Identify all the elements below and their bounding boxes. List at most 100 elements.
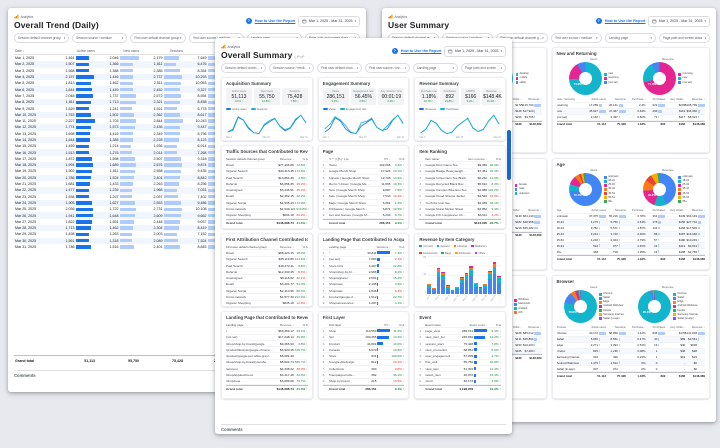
column-header[interactable]: Browser <box>556 325 567 329</box>
legend-item[interactable]: Safari (in-app) <box>673 317 698 321</box>
table-row[interactable]: 5./store 931 100.0% ↑ <box>322 353 405 360</box>
column-header[interactable]: PV ↓ <box>384 322 391 327</box>
table-row[interactable]: Referral $12,230.45 8.4% ↓ <box>226 269 308 276</box>
filter-chip[interactable]: First user default channel group▾ <box>130 33 186 43</box>
table-row[interactable]: 9./shop-by-brand 215 13.9% ↓ <box>322 379 405 385</box>
column-header[interactable]: Revenue ↓ <box>279 244 294 249</box>
stacked-bar[interactable] <box>427 283 431 294</box>
stacked-bar[interactable] <box>483 283 488 294</box>
column-header[interactable]: Date ↑ <box>15 48 25 53</box>
legend-item[interactable]: Revenue <box>419 108 436 111</box>
table-row[interactable]: 1. Home 102,268 3.2% ↑ <box>322 162 405 169</box>
stacked-bar[interactable] <box>455 286 460 294</box>
column-header[interactable]: % Δ <box>399 156 405 161</box>
table-row[interactable]: 9.Fun and Games | Google Merch Shop5,230… <box>322 213 405 219</box>
table-row[interactable]: 2. view_item_list 245,040 14.2% ↑ <box>419 335 501 341</box>
legend-item[interactable]: Samsung Internet <box>673 313 698 317</box>
table-row[interactable]: Cross-network $1,577.30 212.4% ↑ <box>226 294 308 301</box>
column-header[interactable]: Revenue ↓ <box>691 208 705 212</box>
column-header[interactable]: Avg. Order... <box>670 325 686 329</box>
donut-chart[interactable]: 43.2% <box>642 173 676 206</box>
help-icon[interactable]: ? <box>391 48 398 55</box>
table-row[interactable]: Direct $77,496.86 12.6% ↑ <box>226 162 308 169</box>
table-row[interactable]: Firefox 845 1,236 0.08% 1 $38 $38 <box>556 348 705 355</box>
legend-item[interactable]: Engagement rate <box>339 108 366 111</box>
stacked-bar[interactable] <box>436 267 441 294</box>
filter-chip[interactable]: First user default channel group▾ <box>317 63 362 73</box>
table-row[interactable]: 8. Drinkware | Google Merch Shop 5,871 10.5… <box>322 206 405 213</box>
stacked-bar[interactable] <box>497 275 502 294</box>
column-header[interactable]: Landing page <box>226 322 244 327</box>
legend-item[interactable]: Accessories <box>419 252 437 255</box>
legend-item[interactable]: female <box>514 183 529 187</box>
table-row[interactable]: 6. Google Cloud Sherpa Jacket $4,540 15.6% … <box>419 194 501 201</box>
table-row[interactable]: 2. Google Merch Shop 17,924 14.1% ↑ <box>322 169 405 175</box>
table-row[interactable]: 7. Bags | Google Merch Shop 6,081 1.3% ↑ <box>322 200 405 207</box>
column-header[interactable]: New users <box>97 49 141 53</box>
table-row[interactable]: Paid Search $18,472.11 9.6% ↑ <box>226 263 308 270</box>
how-to-use-link[interactable]: How to Use the Report <box>254 19 296 24</box>
column-header[interactable]: Revenue ↓ <box>691 97 705 101</box>
legend-item[interactable]: Edge <box>673 300 698 304</box>
table-row[interactable]: 8./Campaign+Collection 382 36.1% ↑ <box>322 372 405 379</box>
legend-item[interactable]: Views <box>322 108 336 111</box>
filter-chip[interactable]: Session default channel group▾ <box>221 63 266 73</box>
table-row[interactable]: Cross-network $1,649.12 1,013.8% ↑ <box>226 206 309 213</box>
legend-item[interactable]: Office <box>474 252 485 255</box>
legend-item[interactable]: 18-24 <box>678 179 692 183</box>
table-row[interactable]: 9. Google F/C Longsleeve Charcoal $3,611 4.… <box>419 213 501 219</box>
stacked-bar[interactable] <box>441 272 446 294</box>
table-row[interactable]: 45-54 1,246 2,044 2.79% 57 $180 $10,249 <box>556 237 705 244</box>
legend-item[interactable]: 55-64 <box>604 196 618 200</box>
table-row[interactable]: 7./collections 390 9.8% ↓ <box>322 366 405 373</box>
table-row[interactable]: new 45,627 47,467 0.63% 299 $119 $34,066 <box>556 108 705 115</box>
column-header[interactable]: % Δ <box>495 322 501 327</box>
column-header[interactable]: Avg. Order... <box>506 208 522 212</box>
legend-item[interactable]: Edge <box>599 300 624 304</box>
legend-item[interactable]: Firefox <box>673 309 698 313</box>
column-header[interactable]: Revenue ↓ <box>691 325 705 329</box>
stacked-bar[interactable] <box>474 282 478 294</box>
table-row[interactable]: 4. view_promotion 68,861 5.6% ↑ <box>419 347 501 354</box>
table-row[interactable]: Organic Social $2,410.96 88.3% ↑ <box>226 288 308 295</box>
column-header[interactable]: Event name <box>425 322 441 327</box>
table-row[interactable]: Organic Social $1,935.43 173.0% ↑ <box>226 200 308 207</box>
column-header[interactable]: Revenue ↓ <box>279 322 294 327</box>
table-row[interactable]: 9. scroll 40,174 3.9% ↑ <box>419 379 501 385</box>
table-row[interactable]: 7. YouTube Icon Tee $4,035 33.1% ↑ <box>419 200 501 207</box>
help-icon[interactable]: ? <box>245 18 252 25</box>
column-header[interactable]: Revenue ↓ <box>528 208 542 212</box>
legend-item[interactable]: Android Webview <box>599 304 624 308</box>
filter-chip[interactable]: First user source / medium▾ <box>550 33 602 43</box>
stacked-bar[interactable] <box>478 287 483 294</box>
table-row[interactable]: Organic Search $40,313.35 174.3% ↑ <box>226 169 308 175</box>
column-header[interactable]: Sessions <box>141 49 185 53</box>
legend-item[interactable]: unknown <box>604 175 619 179</box>
legend-item[interactable]: 55-64 <box>678 196 692 200</box>
table-row[interactable]: Direct $68,420.15 18.2% ↑ <box>226 250 308 257</box>
date-range-picker[interactable]: Mar 1, 2025 - Mar 31, 2025 ▾ <box>444 46 506 57</box>
legend-item[interactable]: 35-44 <box>678 187 692 191</box>
legend-item[interactable]: Chrome <box>599 292 624 296</box>
column-header[interactable]: Purchases <box>652 325 666 329</box>
legend-item[interactable]: (not set) <box>419 245 433 248</box>
donut-chart[interactable]: 74.2% <box>568 62 602 95</box>
table-row[interactable]: 8. select_item 40,972 15.3% ↑ <box>419 372 501 379</box>
legend-item[interactable]: Apparel <box>436 245 450 248</box>
table-row[interactable]: 2.Google Badge Heavyweight Hoodie$7,4612… <box>419 169 501 175</box>
stacked-bar[interactable] <box>469 266 474 294</box>
column-header[interactable]: PV ↓ <box>384 156 391 161</box>
table-row[interactable]: Email $3,204.77 54.0% ↑ <box>226 282 308 289</box>
legend-item[interactable]: mobile <box>515 76 529 80</box>
column-header[interactable]: Event count ↓ <box>469 322 488 327</box>
legend-item[interactable]: 18-24 <box>604 179 618 183</box>
table-row[interactable]: Samsung Internet 316 436 0.23% 1 $19 $19 <box>556 354 705 361</box>
table-row[interactable]: 5. Google Campus Bike Eco Tee $4,980 101.2%… <box>419 187 501 194</box>
table-row[interactable]: 4./canada 6,970 10.5% ↑ <box>322 347 405 354</box>
table-row[interactable]: 6. first_visit 55,750 10.8% ↑ <box>419 360 501 367</box>
legend-item[interactable]: Chrome <box>673 292 698 296</box>
legend-item[interactable]: new <box>604 72 618 76</box>
legend-item[interactable]: 25-34 <box>604 183 618 187</box>
legend-item[interactable]: returning <box>678 72 693 76</box>
